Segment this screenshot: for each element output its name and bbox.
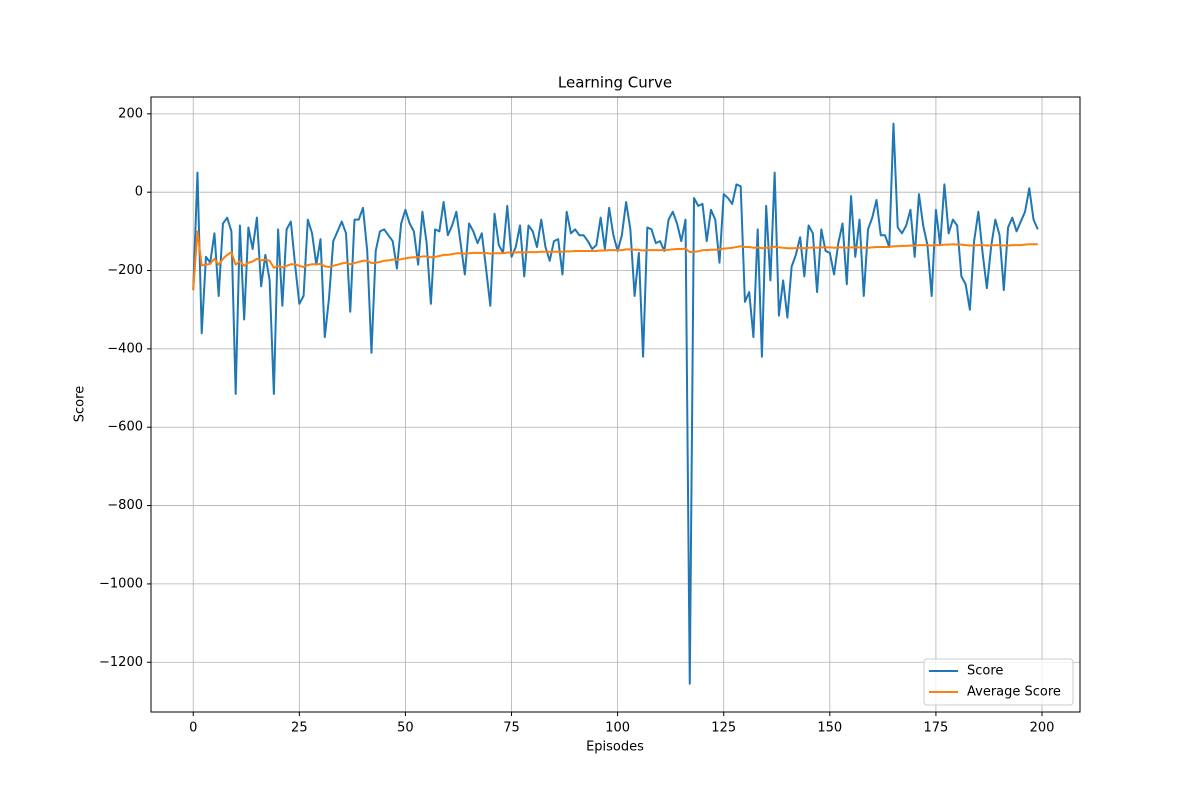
x-tick-label: 125: [711, 721, 736, 736]
y-tick-label: −800: [107, 498, 143, 513]
series-line: [192, 122, 1039, 685]
chart-title: Learning Curve: [558, 74, 672, 92]
x-tick-label: 25: [291, 721, 308, 736]
x-tick-label: 100: [605, 721, 630, 736]
y-tick-label: 200: [118, 106, 143, 121]
y-tick-label: −1200: [99, 655, 143, 670]
legend-label: Average Score: [967, 685, 1061, 700]
x-axis-label: Episodes: [586, 740, 644, 755]
x-tick-label: 175: [924, 721, 949, 736]
x-tick-label: 150: [817, 721, 842, 736]
series-line: [192, 230, 1038, 291]
x-tick-label: 50: [397, 721, 414, 736]
x-tick-label: 0: [189, 721, 197, 736]
y-axis-label: Score: [73, 386, 88, 422]
y-tick-label: −400: [107, 341, 143, 356]
legend-label: Score: [967, 664, 1003, 679]
y-tick-label: −1000: [99, 576, 143, 591]
legend-box: [923, 658, 1074, 706]
x-tick-label: 75: [503, 721, 520, 736]
y-tick-label: 0: [135, 185, 143, 200]
y-tick-label: −200: [107, 263, 143, 278]
y-tick-label: −600: [107, 420, 143, 435]
x-tick-label: 200: [1030, 721, 1055, 736]
axes-frame: [150, 96, 1081, 713]
